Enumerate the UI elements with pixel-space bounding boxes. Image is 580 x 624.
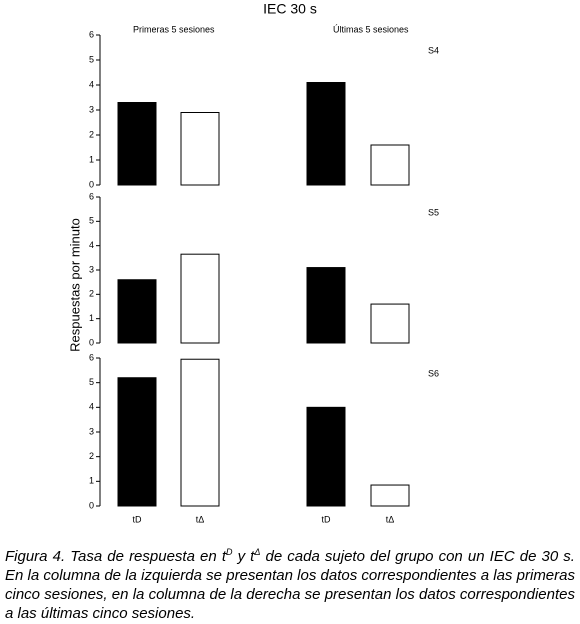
y-tick-label: 3 (89, 426, 94, 436)
column-header: Últimas 5 sesiones (333, 24, 409, 34)
y-tick-label: 2 (89, 129, 94, 139)
y-tick-label: 4 (89, 79, 94, 89)
caption-text: de cada sujeto del grupo con un IEC de 3… (5, 548, 575, 622)
bar (370, 484, 410, 507)
panel-label: S4 (428, 45, 439, 55)
bar (306, 82, 346, 186)
panel-label: S6 (428, 368, 439, 378)
y-tick-label: 1 (89, 476, 94, 486)
y-tick-label: 6 (89, 191, 94, 201)
y-tick-label: 6 (89, 352, 94, 362)
y-tick-label: 0 (89, 337, 94, 347)
column-header: Primeras 5 sesiones (133, 24, 215, 34)
caption: Figura 4. Tasa de respuesta en tD y tΔ d… (5, 543, 575, 623)
y-tick-label: 0 (89, 179, 94, 189)
panel-label: S5 (428, 207, 439, 217)
y-tick-label: 0 (89, 500, 94, 510)
y-tick-label: 1 (89, 313, 94, 323)
y-tick-label: 4 (89, 402, 94, 412)
x-tick-label: tΔ (386, 514, 395, 524)
y-tick-label: 5 (89, 54, 94, 64)
x-tick-label: tD (322, 514, 332, 524)
bar (180, 112, 220, 186)
x-tick-label: tD (133, 514, 143, 524)
caption-sup: D (225, 547, 233, 557)
caption-text: Figura 4. Tasa de respuesta en t (5, 548, 226, 565)
bar (117, 102, 157, 186)
y-tick-label: 2 (89, 289, 94, 299)
x-tick-label: tΔ (196, 514, 205, 524)
y-tick-label: 3 (89, 264, 94, 274)
y-tick-label: 3 (89, 104, 94, 114)
bar (180, 253, 220, 344)
bar (117, 377, 157, 507)
bar (306, 267, 346, 344)
y-tick-label: 2 (89, 451, 94, 461)
y-tick-label: 6 (89, 29, 94, 39)
y-tick-label: 5 (89, 216, 94, 226)
caption-text: y t (232, 548, 255, 565)
y-tick-label: 1 (89, 154, 94, 164)
bar (180, 358, 220, 507)
chart-title: IEC 30 s (263, 1, 317, 17)
bar (370, 144, 410, 186)
chart: IEC 30 s Primeras 5 sesiones Últimas 5 s… (67, 1, 439, 525)
y-axis-label: Respuestas por minuto (67, 218, 82, 352)
y-tick-label: 4 (89, 240, 94, 250)
bar (370, 303, 410, 344)
y-tick-label: 5 (89, 377, 94, 387)
bar (306, 406, 346, 507)
bar (117, 279, 157, 344)
caption-sup: Δ (254, 547, 261, 557)
